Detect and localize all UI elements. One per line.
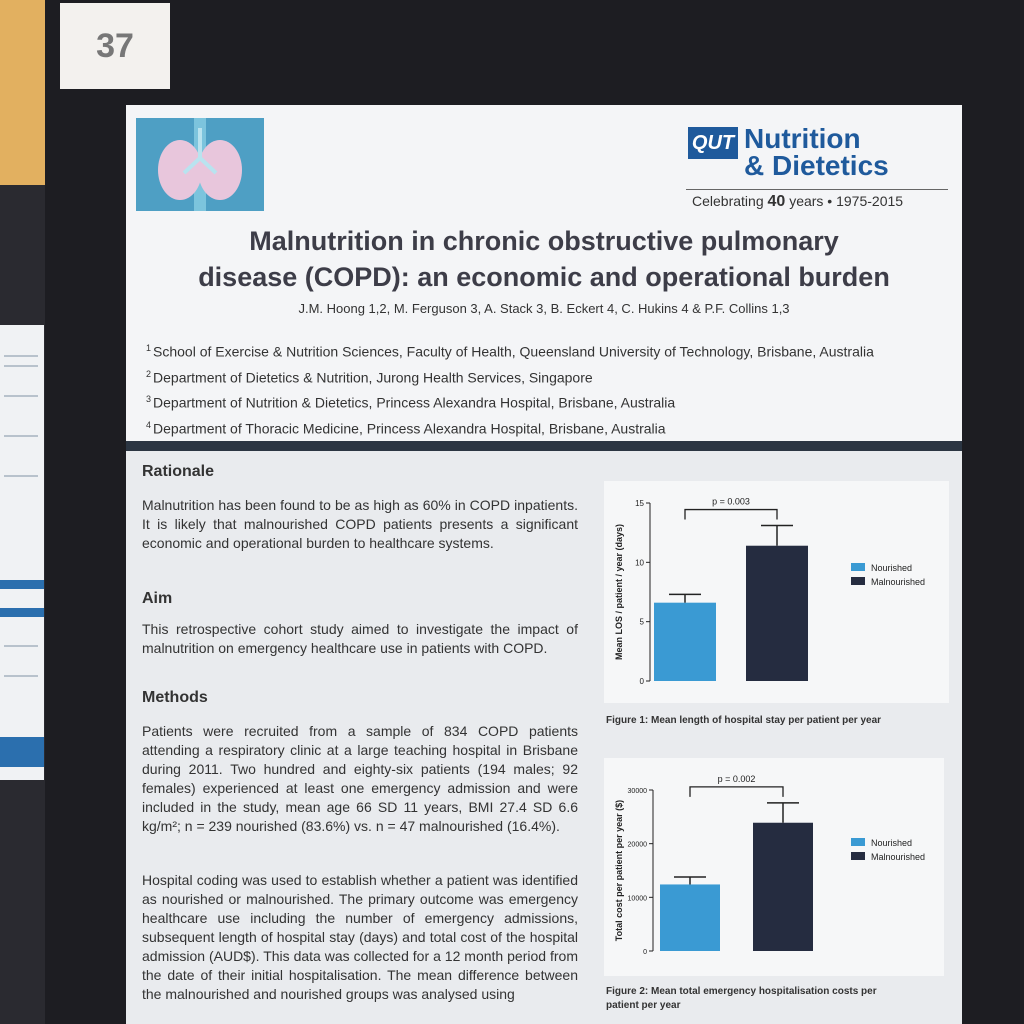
title-line-2: disease (COPD): an economic and operatio… xyxy=(198,262,890,292)
rationale-text: Malnutrition has been found to be as hig… xyxy=(142,497,578,551)
significance-bracket xyxy=(684,508,778,520)
y-axis-label: Total cost per patient per year ($) xyxy=(614,800,624,941)
y-tick-label: 10000 xyxy=(628,895,648,902)
affiliation: 1 School of Exercise & Nutrition Sciences… xyxy=(146,337,874,363)
legend-label: Nourished xyxy=(871,838,912,848)
text-line xyxy=(4,475,38,477)
legend-swatch xyxy=(851,577,865,585)
legend-swatch xyxy=(851,852,865,860)
figure-1: 0 5 10 15 Mean LOS / patient / year (days) p … xyxy=(604,481,949,703)
blue-band xyxy=(0,580,44,589)
affil-num: 4 xyxy=(146,419,152,430)
figure-1-caption: Figure 1: Mean length of hospital stay p… xyxy=(606,715,882,726)
bar-malnourished xyxy=(753,822,813,951)
figure-2-caption: Figure 2: Mean total emergency hospitali… xyxy=(606,986,877,1011)
affil-num: 3 xyxy=(146,394,152,405)
y-tick-label: 30000 xyxy=(628,788,648,795)
text-line xyxy=(4,395,38,397)
affil-num: 2 xyxy=(146,368,152,379)
methods-text-1: Patients were recruited from a sample of… xyxy=(142,723,578,834)
logo-line2: & Dietetics xyxy=(744,150,889,181)
affiliations: 1 School of Exercise & Nutrition Sciences… xyxy=(146,337,874,440)
significance-bracket xyxy=(689,786,784,797)
text-line xyxy=(4,435,38,437)
y-tick-label: 15 xyxy=(635,499,644,508)
poster-number-card: 37 xyxy=(60,3,170,89)
text-line xyxy=(4,645,38,647)
authors: J.M. Hoong 1,2, M. Ferguson 3, A. Stack … xyxy=(298,301,790,316)
aim-heading: Aim xyxy=(142,590,173,607)
affil-text: Department of Dietetics & Nutrition, Jur… xyxy=(153,369,593,386)
rationale-heading: Rationale xyxy=(142,463,215,480)
figure-2-chart: 0 10000 20000 30000 Total cost per patient p… xyxy=(614,774,925,956)
yellow-sheet xyxy=(0,0,45,185)
header-divider xyxy=(126,441,962,451)
y-tick-label: 20000 xyxy=(628,842,648,849)
y-tick-label: 0 xyxy=(643,949,647,956)
y-tick-label: 0 xyxy=(640,677,645,686)
blue-band xyxy=(0,608,44,617)
y-axis-label: Mean LOS / patient / year (days) xyxy=(614,524,624,660)
figure-1-chart: 0 5 10 15 Mean LOS / patient / year (days) p … xyxy=(614,497,925,686)
bar-nourished xyxy=(660,884,720,951)
affiliation: 3 Department of Nutrition & Dietetics, Pr… xyxy=(146,388,874,414)
figure-2: 0 10000 20000 30000 Total cost per patient p… xyxy=(604,758,944,976)
bar-malnourished xyxy=(746,545,808,681)
methods-text-2: Hospital coding was used to establish wh… xyxy=(142,872,578,1002)
blue-band xyxy=(0,737,44,767)
methods-heading: Methods xyxy=(142,689,208,706)
y-tick-label: 10 xyxy=(635,558,644,567)
text-line xyxy=(4,675,38,677)
bar-nourished xyxy=(654,602,716,681)
p-value-annotation: p = 0.003 xyxy=(712,497,750,507)
logo-divider xyxy=(686,189,948,190)
text-line xyxy=(4,365,38,367)
lungs-image xyxy=(136,118,264,211)
logo-line1: Nutrition xyxy=(744,123,861,154)
lungs-icon xyxy=(136,118,264,211)
text-line xyxy=(4,355,38,357)
qut-mark: QUT xyxy=(688,127,738,159)
tagline-post: years • 1975-2015 xyxy=(789,193,904,209)
tagline-pre: Celebrating xyxy=(692,193,764,209)
neighbor-poster xyxy=(0,325,44,780)
poster-title: Malnutrition in chronic obstructive pulm… xyxy=(126,223,962,295)
poster-number: 37 xyxy=(96,26,134,65)
legend-label: Malnourished xyxy=(871,577,925,587)
title-line-1: Malnutrition in chronic obstructive pulm… xyxy=(249,226,839,256)
affil-num: 1 xyxy=(146,343,152,353)
p-value-annotation: p = 0.002 xyxy=(718,774,756,784)
y-tick-label: 5 xyxy=(640,618,645,627)
poster: QUT Nutrition & Dietetics Celebrating 40… xyxy=(126,105,962,1024)
poster-header: QUT Nutrition & Dietetics Celebrating 40… xyxy=(126,105,962,441)
logo-tagline: Celebrating 40 years • 1975-2015 xyxy=(692,193,903,211)
affil-text: School of Exercise & Nutrition Sciences,… xyxy=(153,343,874,360)
qut-logo: QUT Nutrition & Dietetics Celebrating 40… xyxy=(686,123,948,215)
affil-text: Department of Nutrition & Dietetics, Pri… xyxy=(153,394,676,411)
legend-label: Nourished xyxy=(871,563,912,573)
legend-label: Malnourished xyxy=(871,852,925,862)
aim-text: This retrospective cohort study aimed to… xyxy=(142,621,578,656)
legend-swatch xyxy=(851,563,865,571)
tagline-years: 40 xyxy=(767,193,786,210)
affil-text: Department of Thoracic Medicine, Princes… xyxy=(153,420,666,437)
affiliation: 4 Department of Thoracic Medicine, Prince… xyxy=(146,414,874,440)
legend-swatch xyxy=(851,838,865,846)
affiliation: 2 Department of Dietetics & Nutrition, Ju… xyxy=(146,363,874,389)
